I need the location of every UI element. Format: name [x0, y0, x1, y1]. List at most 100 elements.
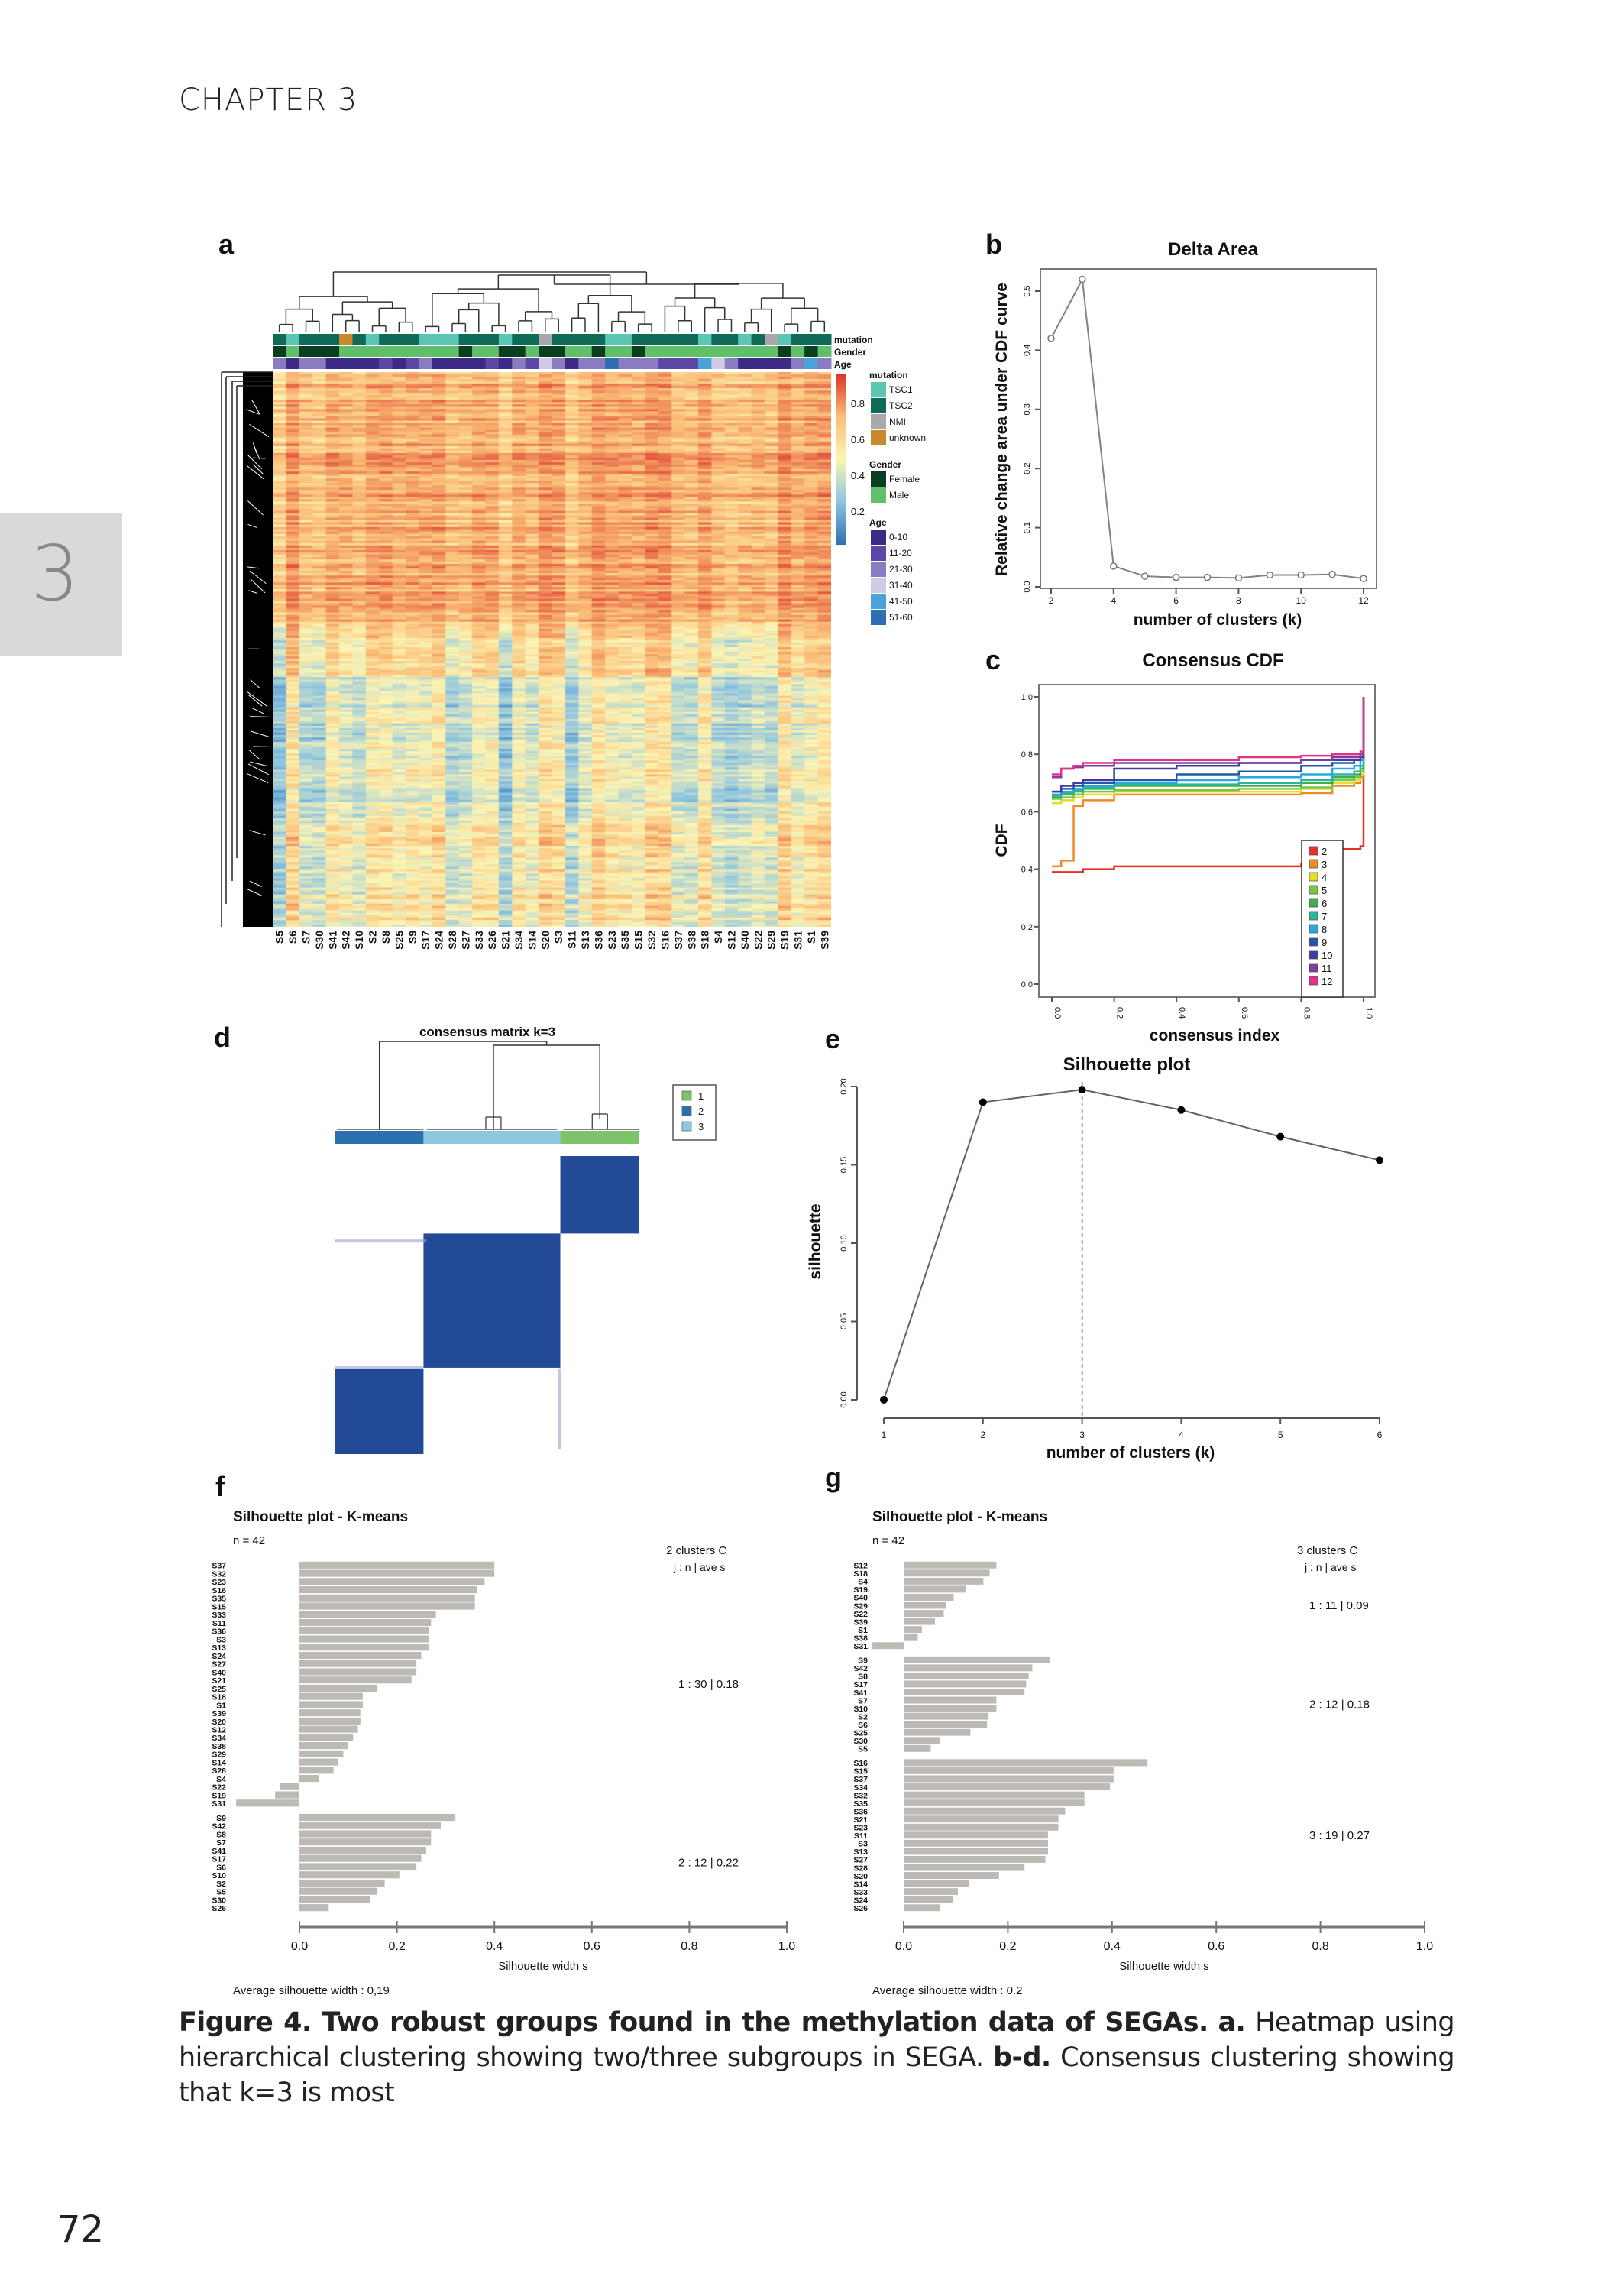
color-scale-tick: 0.2	[851, 506, 865, 517]
annotation-gender-cell	[472, 346, 486, 357]
annotation-age-cell	[472, 358, 486, 369]
annotation-age-cell	[512, 358, 526, 369]
x-tick-label: 0.4	[1177, 1007, 1186, 1019]
silhouette-bar	[299, 1863, 417, 1870]
row-dendrogram-branch	[252, 464, 264, 475]
sample-label: S24	[433, 931, 445, 950]
annotation-gender-cell	[339, 346, 353, 357]
consensus-faint-col	[558, 1368, 561, 1450]
legend-label: 3	[1322, 859, 1327, 870]
sample-label: S22	[212, 1783, 226, 1793]
delta-area-point	[1266, 571, 1274, 579]
sample-label: S26	[486, 931, 498, 950]
cdf-line-k12	[1052, 697, 1365, 776]
sample-label: S12	[853, 1562, 868, 1571]
silhouette-bar	[299, 1904, 329, 1912]
silhouette-bar	[904, 1689, 1025, 1695]
annotation-gender-cell	[605, 346, 620, 357]
annotation-gender-cell	[419, 346, 433, 357]
silhouette-bar	[299, 1684, 378, 1692]
y-tick-label: 0.6	[1021, 808, 1033, 817]
annotation-age-cell	[432, 358, 446, 369]
panel-label-a: a	[218, 228, 235, 260]
silhouette-bar	[904, 1602, 946, 1609]
sample-label: S35	[853, 1799, 868, 1809]
row-dendrogram-branch	[247, 454, 263, 470]
sample-label: S16	[658, 931, 671, 950]
legend-label: 10	[1322, 950, 1332, 961]
annotation-age-cell	[605, 358, 620, 369]
sample-label: S8	[380, 931, 392, 944]
mutation-legend-item: TSC2	[889, 400, 913, 411]
silhouette-bar	[904, 1712, 989, 1720]
sample-label: S9	[216, 1814, 226, 1823]
chart-title: Silhouette plot - K-means	[872, 1509, 1047, 1525]
sample-label: S36	[212, 1627, 226, 1637]
silhouette-bar	[299, 1742, 348, 1750]
legend-swatch	[1309, 950, 1318, 960]
x-tick-label: 12	[1358, 595, 1369, 606]
silhouette-bar	[904, 1896, 953, 1903]
sample-label: S4	[216, 1775, 226, 1784]
delta-area-point	[1297, 571, 1305, 579]
annotation-mutation-cell	[791, 334, 805, 345]
sample-label: S6	[858, 1721, 868, 1730]
annotation-mutation-cell	[684, 334, 699, 345]
silhouette-bar	[904, 1672, 1029, 1679]
sample-label: S19	[853, 1585, 868, 1595]
row-dendrogram-branch	[250, 578, 266, 594]
annotation-mutation-cell	[552, 334, 566, 345]
annotation-gender-cell	[711, 346, 726, 357]
silhouette-bar	[299, 1879, 385, 1887]
sample-label: S22	[752, 931, 764, 950]
sample-label: S25	[853, 1729, 868, 1738]
row-dendrogram-branch	[247, 773, 269, 784]
sample-label: S31	[791, 931, 804, 950]
delta-area-point	[1047, 335, 1055, 342]
sample-label: S14	[853, 1880, 868, 1889]
silhouette-bar	[299, 1854, 422, 1862]
mutation-legend-title: mutation	[869, 370, 908, 381]
x-tick-label: 0.0	[291, 1940, 308, 1953]
sample-label: S25	[393, 931, 405, 950]
sample-label: S16	[853, 1759, 868, 1768]
cluster-header-formula: j : n | ave s	[1304, 1561, 1356, 1573]
sample-label: S29	[212, 1751, 226, 1760]
y-tick-label: 0.3	[1023, 403, 1032, 415]
annotation-label: mutation	[834, 335, 873, 345]
annotation-mutation-cell	[645, 334, 659, 345]
x-tick-label: 1	[882, 1430, 887, 1440]
mutation-legend-item: NMI	[889, 416, 906, 427]
annotation-gender-cell	[804, 346, 819, 357]
x-tick-label: 0.4	[1104, 1940, 1121, 1953]
caption-a-text: Heatmap using hierarchical clustering sh…	[179, 2007, 1455, 2073]
annotation-age-cell	[565, 358, 579, 369]
panel-label-c: c	[985, 644, 1001, 675]
silhouette-bar	[299, 1676, 412, 1684]
sample-label: S12	[212, 1726, 226, 1735]
age-legend-item: 11-20	[889, 548, 912, 559]
sample-label: S11	[854, 1831, 868, 1841]
annotation-mutation-cell	[352, 334, 367, 345]
annotation-mutation-cell	[392, 334, 406, 345]
x-tick-label: 5	[1278, 1430, 1283, 1440]
y-tick-label: 0.00	[839, 1391, 849, 1407]
annotation-age-cell	[458, 358, 473, 369]
sample-label: S19	[212, 1791, 226, 1800]
legend-swatch	[681, 1106, 692, 1116]
sample-label: S5	[216, 1888, 226, 1897]
annotation-gender-cell	[525, 346, 539, 357]
x-tick-label: 6	[1173, 595, 1179, 606]
caption-bd-text: Consensus clustering showing that k=3 is…	[179, 2042, 1455, 2108]
x-tick-label: 0.2	[1115, 1007, 1124, 1019]
silhouette-bar	[299, 1846, 426, 1854]
cluster-header: 3 clusters C	[1297, 1544, 1357, 1557]
silhouette-bar	[299, 1701, 363, 1708]
annotation-mutation-cell	[618, 334, 632, 345]
sample-label: S42	[212, 1822, 226, 1831]
cdf-line-k5	[1052, 697, 1365, 800]
legend-swatch	[1309, 963, 1318, 973]
sample-label: S1	[805, 931, 817, 944]
gender-legend-item: Male	[889, 490, 909, 500]
